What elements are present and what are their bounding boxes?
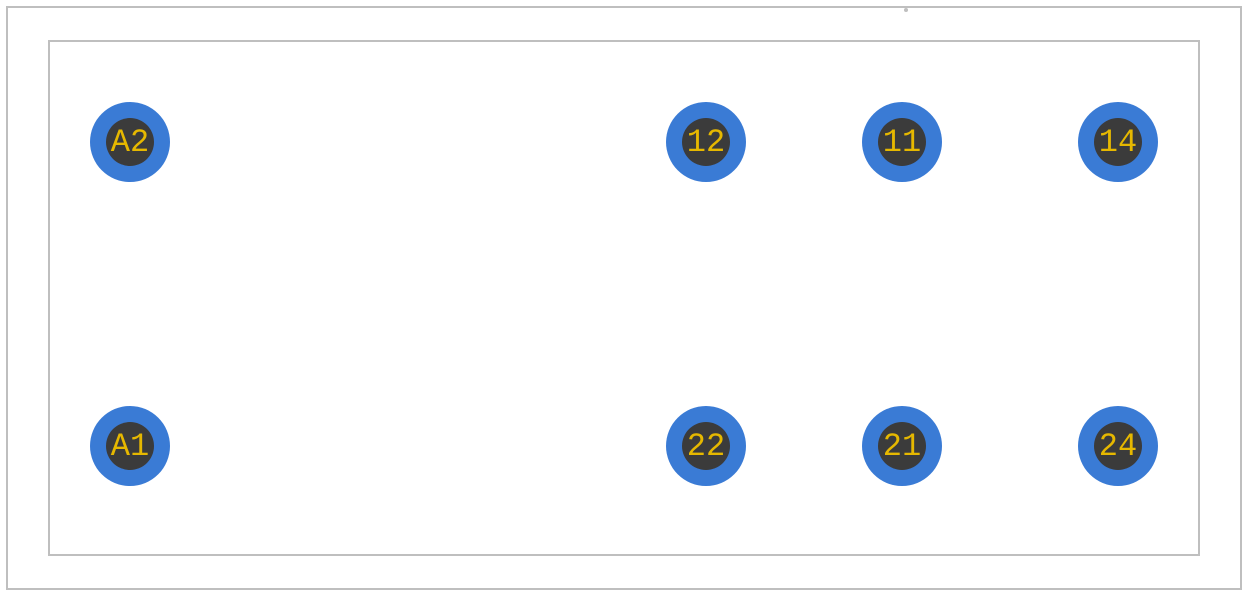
pad-24: 24 <box>1078 406 1158 486</box>
pad-a1-label: A1 <box>111 428 149 465</box>
pad-24-label: 24 <box>1099 428 1137 465</box>
pad-24-hole: 24 <box>1094 422 1142 470</box>
pad-11-label: 11 <box>883 124 921 161</box>
pad-22-label: 22 <box>687 428 725 465</box>
pad-14-hole: 14 <box>1094 118 1142 166</box>
pad-12: 12 <box>666 102 746 182</box>
pad-12-label: 12 <box>687 124 725 161</box>
pad-21: 21 <box>862 406 942 486</box>
pad-a1-hole: A1 <box>106 422 154 470</box>
origin-dot <box>904 8 908 12</box>
pad-a2-label: A2 <box>111 124 149 161</box>
pad-a2: A2 <box>90 102 170 182</box>
pad-a1: A1 <box>90 406 170 486</box>
pad-14: 14 <box>1078 102 1158 182</box>
pad-12-hole: 12 <box>682 118 730 166</box>
pad-21-label: 21 <box>883 428 921 465</box>
pad-21-hole: 21 <box>878 422 926 470</box>
inner-silkscreen-box <box>48 40 1200 556</box>
pad-22-hole: 22 <box>682 422 730 470</box>
pad-11: 11 <box>862 102 942 182</box>
pad-11-hole: 11 <box>878 118 926 166</box>
pad-14-label: 14 <box>1099 124 1137 161</box>
pad-22: 22 <box>666 406 746 486</box>
pad-a2-hole: A2 <box>106 118 154 166</box>
